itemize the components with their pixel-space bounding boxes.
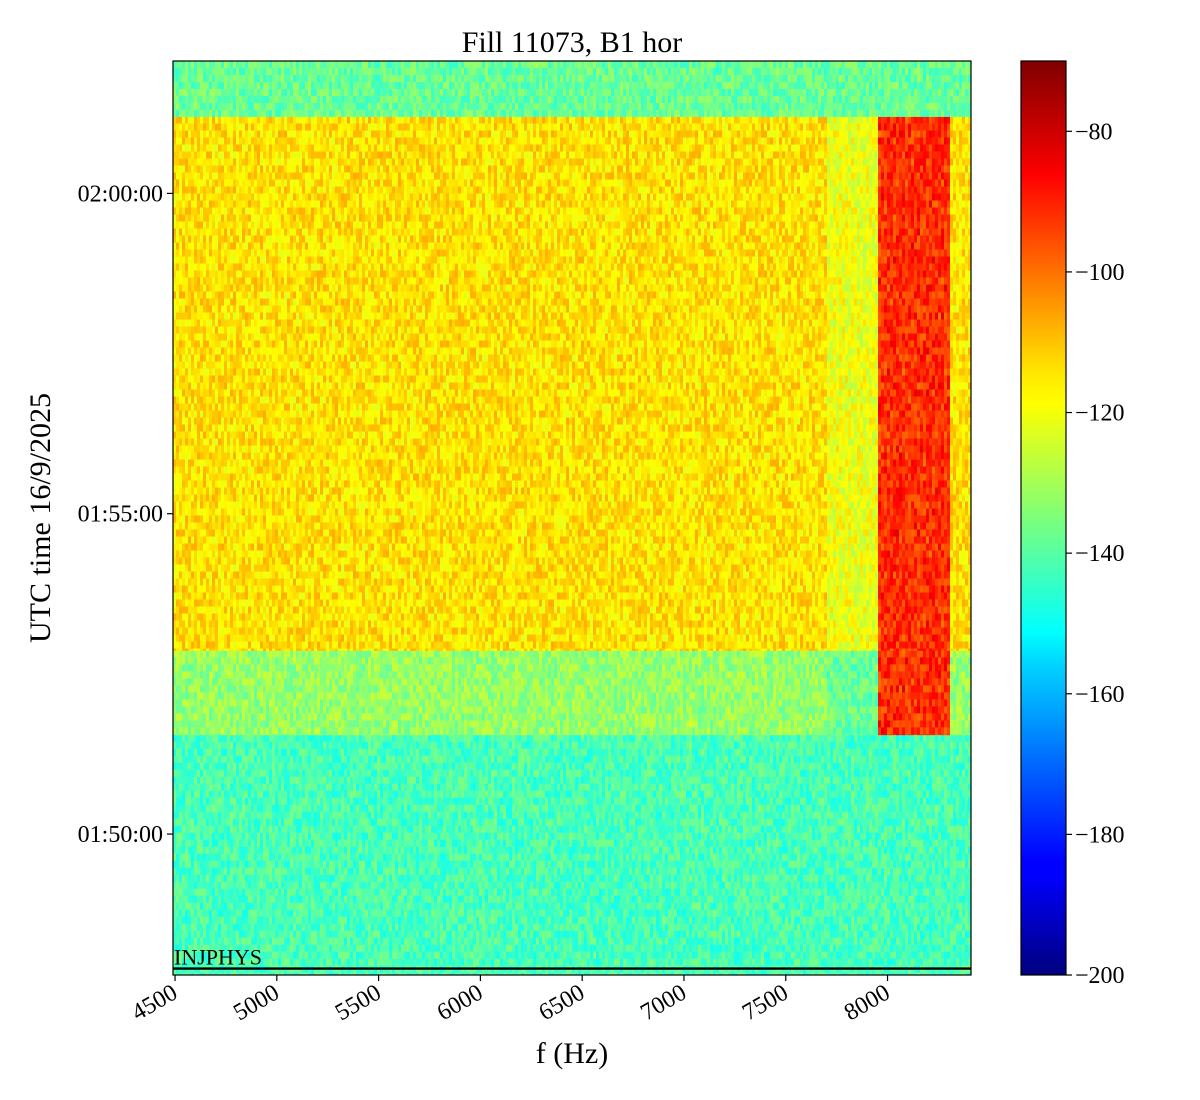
y-tick-label: 01:55:00	[78, 502, 163, 528]
x-tick-label: 7500	[738, 980, 793, 1027]
colorbar-bar	[1021, 61, 1066, 975]
x-tick-label: 5500	[331, 980, 386, 1027]
colorbar-tick-label: −140	[1075, 541, 1125, 567]
x-axis: 4500 5000 5500 6000 6500 7000 7500 8000	[127, 975, 894, 1026]
y-axis: 01:50:00 01:55:00 02:00:00	[78, 181, 173, 848]
x-tick-label: 7000	[636, 980, 691, 1027]
heatmap-region	[173, 61, 971, 117]
y-axis-label: UTC time 16/9/2025	[24, 393, 57, 643]
colorbar-tick-label: −180	[1075, 822, 1125, 848]
colorbar-tick-label: −100	[1075, 260, 1125, 286]
colorbar: −200 −180 −160 −140 −120 −100 −80	[1021, 61, 1125, 989]
y-tick-label: 02:00:00	[78, 181, 163, 207]
colorbar-ticks: −200 −180 −160 −140 −120 −100 −80	[1066, 119, 1125, 989]
colorbar-tick-label: −120	[1075, 401, 1125, 427]
heatmap-region	[173, 650, 971, 735]
x-tick-label: 8000	[840, 980, 895, 1027]
x-tick-label: 6500	[535, 980, 590, 1027]
x-tick-label: 6000	[433, 980, 488, 1027]
chart-title: Fill 11073, B1 hor	[462, 26, 683, 59]
colorbar-tick-label: −160	[1075, 682, 1125, 708]
y-tick-label: 01:50:00	[78, 822, 163, 848]
x-tick-label: 4500	[127, 980, 182, 1027]
heatmap	[173, 61, 971, 975]
heatmap-region	[173, 117, 971, 651]
x-axis-label: f (Hz)	[536, 1037, 608, 1070]
heatmap-region	[173, 735, 971, 976]
colorbar-tick-label: −200	[1075, 963, 1125, 989]
annotation-label: INJPHYS	[174, 945, 262, 970]
colorbar-tick-label: −80	[1075, 119, 1113, 145]
x-tick-label: 5000	[229, 980, 284, 1027]
